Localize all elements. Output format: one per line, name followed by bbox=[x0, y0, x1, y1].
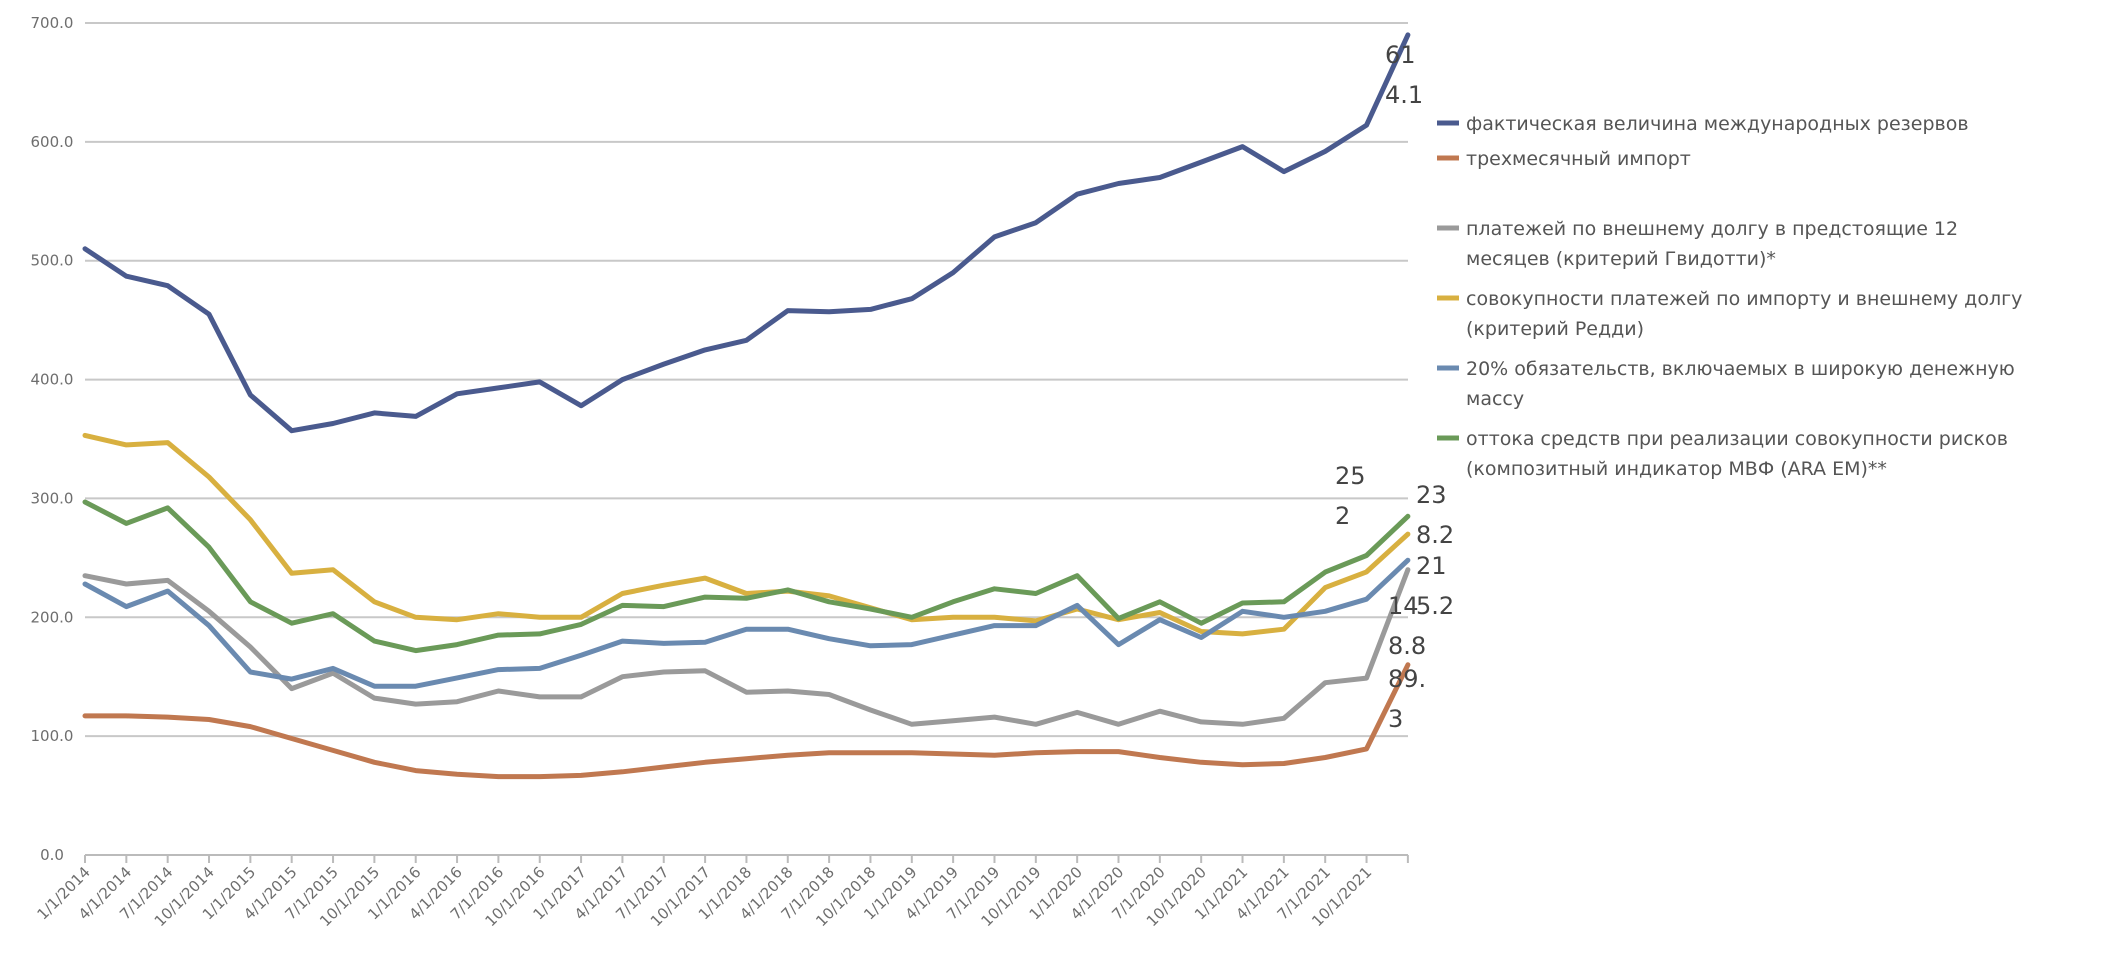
data-label: 3 bbox=[1388, 705, 1403, 733]
data-label: 8.2 bbox=[1416, 521, 1454, 549]
legend-item: платежей по внешнему долгу в предстоящие… bbox=[1437, 218, 1958, 270]
legend-item: совокупности платежей по импорту и внешн… bbox=[1437, 288, 2022, 340]
y-tick-label: 100.0 bbox=[31, 727, 74, 745]
legend-label: трехмесячный импорт bbox=[1466, 148, 1691, 170]
series-line-3 bbox=[82, 432, 1411, 637]
y-tick-label: 400.0 bbox=[31, 371, 74, 389]
legend-label: фактическая величина международных резер… bbox=[1466, 113, 1969, 135]
legend-item: 20% обязательств, включаемых в широкую д… bbox=[1437, 358, 2015, 410]
legend: фактическая величина международных резер… bbox=[1437, 113, 2022, 480]
series-line-4 bbox=[82, 557, 1411, 689]
legend-label: массу bbox=[1466, 388, 1524, 410]
legend-label: (композитный индикатор МВФ (ARA EM)** bbox=[1466, 458, 1887, 480]
axes: 0.0100.0200.0300.0400.0500.0600.0700.01/… bbox=[31, 14, 1409, 930]
series-lines bbox=[82, 32, 1411, 780]
legend-item: оттока средств при реализации совокупнос… bbox=[1437, 428, 2008, 480]
y-tick-label: 200.0 bbox=[31, 608, 74, 626]
legend-item: трехмесячный импорт bbox=[1437, 148, 1691, 170]
y-tick-label: 500.0 bbox=[31, 252, 74, 270]
data-labels: 61 4.1 25 2 23 8.2 21 5.214 8.8 89. 3 bbox=[1335, 41, 1454, 733]
data-label: 21 bbox=[1416, 552, 1447, 580]
y-tick-label: 300.0 bbox=[31, 489, 74, 507]
data-label: 2 bbox=[1335, 502, 1350, 530]
series-line-0 bbox=[82, 32, 1411, 434]
y-tick-label: 0.0 bbox=[40, 846, 64, 864]
data-label: 23 bbox=[1416, 481, 1447, 509]
series-line-5 bbox=[82, 499, 1411, 654]
y-tick-label: 600.0 bbox=[31, 133, 74, 151]
gridlines bbox=[85, 22, 1408, 738]
data-label: 5.2 bbox=[1416, 592, 1454, 620]
data-label: 4.1 bbox=[1385, 81, 1423, 109]
legend-label: месяцев (критерий Гвидотти)* bbox=[1466, 248, 1776, 270]
legend-label: платежей по внешнему долгу в предстоящие… bbox=[1466, 218, 1958, 240]
series-line-1 bbox=[82, 662, 1411, 780]
y-tick-label: 700.0 bbox=[31, 14, 74, 32]
data-label: 8.8 bbox=[1388, 632, 1426, 660]
legend-label: совокупности платежей по импорту и внешн… bbox=[1466, 288, 2022, 310]
legend-label: 20% обязательств, включаемых в широкую д… bbox=[1466, 358, 2015, 380]
data-label: 14 bbox=[1388, 592, 1419, 620]
legend-item: фактическая величина международных резер… bbox=[1437, 113, 1969, 135]
data-label: 25 bbox=[1335, 462, 1366, 490]
legend-label: (критерий Редди) bbox=[1466, 318, 1644, 340]
data-label: 89. bbox=[1388, 665, 1426, 693]
legend-label: оттока средств при реализации совокупнос… bbox=[1466, 428, 2008, 450]
series-line-2 bbox=[82, 567, 1411, 727]
data-label: 61 bbox=[1385, 41, 1416, 69]
